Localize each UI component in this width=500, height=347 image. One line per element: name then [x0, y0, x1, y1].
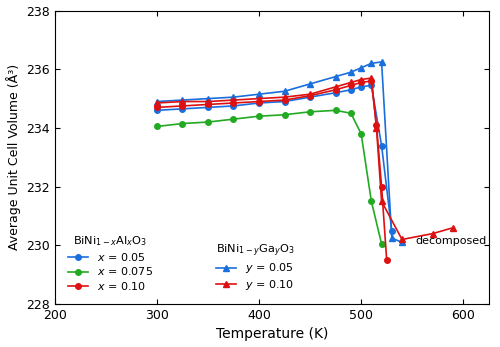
Legend: $y$ = 0.05, $y$ = 0.10: $y$ = 0.05, $y$ = 0.10 [212, 239, 298, 296]
X-axis label: Temperature (K): Temperature (K) [216, 328, 328, 341]
Text: decomposed: decomposed [416, 236, 486, 246]
Y-axis label: Average Unit Cell Volume (Å³): Average Unit Cell Volume (Å³) [6, 64, 20, 250]
